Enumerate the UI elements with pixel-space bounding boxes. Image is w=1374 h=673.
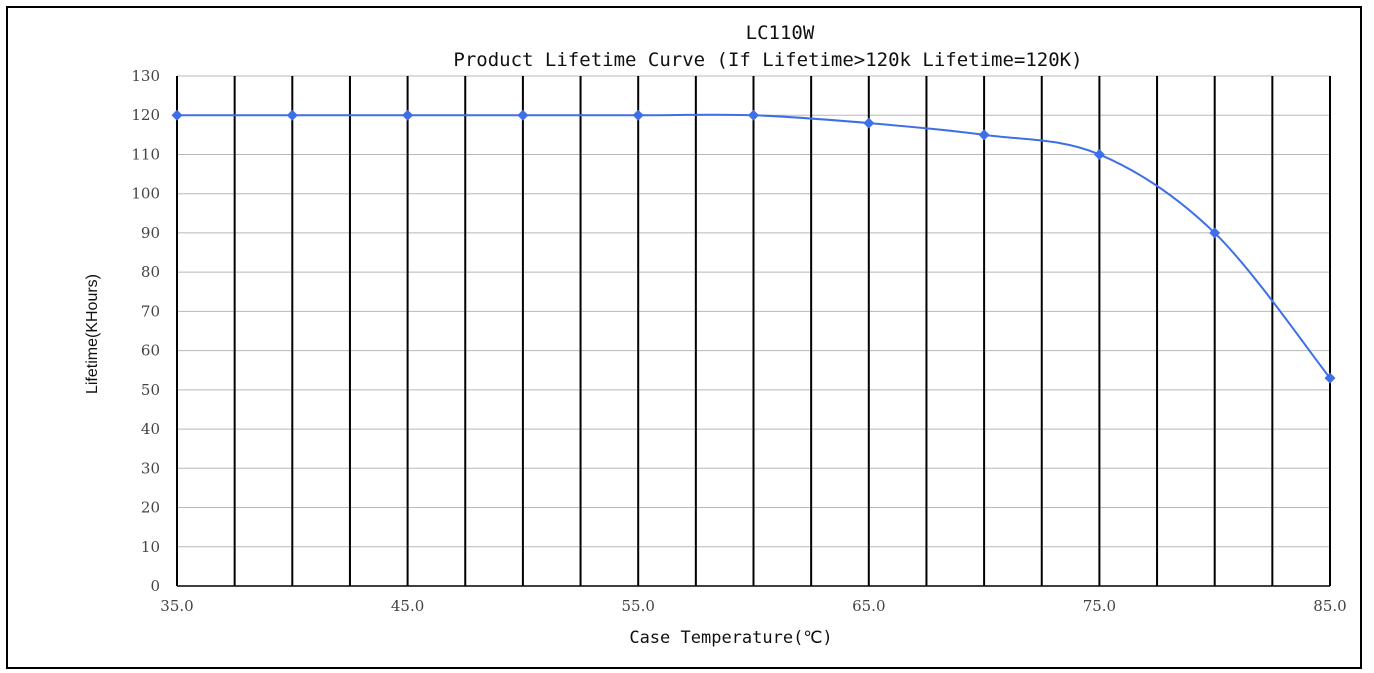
x-tick-label: 85.0 — [1313, 597, 1346, 615]
y-tick-label: 130 — [131, 67, 160, 85]
chart-frame — [6, 6, 1362, 669]
series-lifetime — [171, 109, 1336, 384]
data-point-marker — [748, 109, 759, 121]
data-point-marker — [863, 117, 875, 129]
data-point-marker — [1093, 148, 1105, 160]
y-tick-label: 10 — [141, 538, 160, 556]
y-tick-label: 80 — [141, 263, 160, 281]
y-tick-label: 70 — [141, 302, 160, 320]
y-tick-label: 60 — [141, 342, 160, 360]
x-tick-label: 35.0 — [160, 597, 193, 615]
x-tick-labels: 35.0 45.0 55.0 65.0 75.0 85.0 — [160, 597, 1346, 615]
data-point-marker — [1324, 372, 1336, 384]
chart-subtitle: Product Lifetime Curve (If Lifetime>120k… — [453, 49, 1082, 71]
data-point-marker — [171, 109, 183, 121]
x-tick-label: 55.0 — [621, 597, 654, 615]
y-tick-label: 0 — [150, 577, 160, 595]
y-tick-label: 120 — [131, 106, 160, 124]
x-tick-label: 75.0 — [1083, 597, 1116, 615]
y-tick-label: 20 — [141, 499, 160, 517]
y-tick-label: 40 — [141, 420, 160, 438]
y-tick-label: 110 — [131, 145, 160, 163]
x-tick-label: 45.0 — [391, 597, 424, 615]
y-tick-label: 90 — [141, 224, 160, 242]
x-axis-label: Case Temperature(℃) — [629, 628, 832, 648]
y-tick-label: 100 — [131, 185, 160, 203]
data-point-marker — [632, 109, 644, 121]
data-point-marker — [1209, 227, 1221, 239]
y-axis-label: Lifetime(KHours) — [84, 274, 101, 394]
chart-title: LC110W — [746, 22, 815, 44]
data-point-marker — [517, 109, 529, 121]
x-tick-label: 65.0 — [852, 597, 885, 615]
data-point-marker — [286, 109, 298, 121]
y-tick-label: 50 — [141, 381, 160, 399]
y-tick-label: 30 — [141, 459, 160, 477]
vertical-gridlines — [233, 76, 1331, 586]
y-tick-labels: 0 10 20 30 40 50 60 70 80 90 100 110 120 130 — [131, 67, 160, 595]
axes — [176, 76, 1330, 587]
data-point-marker — [402, 109, 414, 121]
series-line — [177, 113, 1331, 379]
data-point-marker — [978, 129, 990, 141]
